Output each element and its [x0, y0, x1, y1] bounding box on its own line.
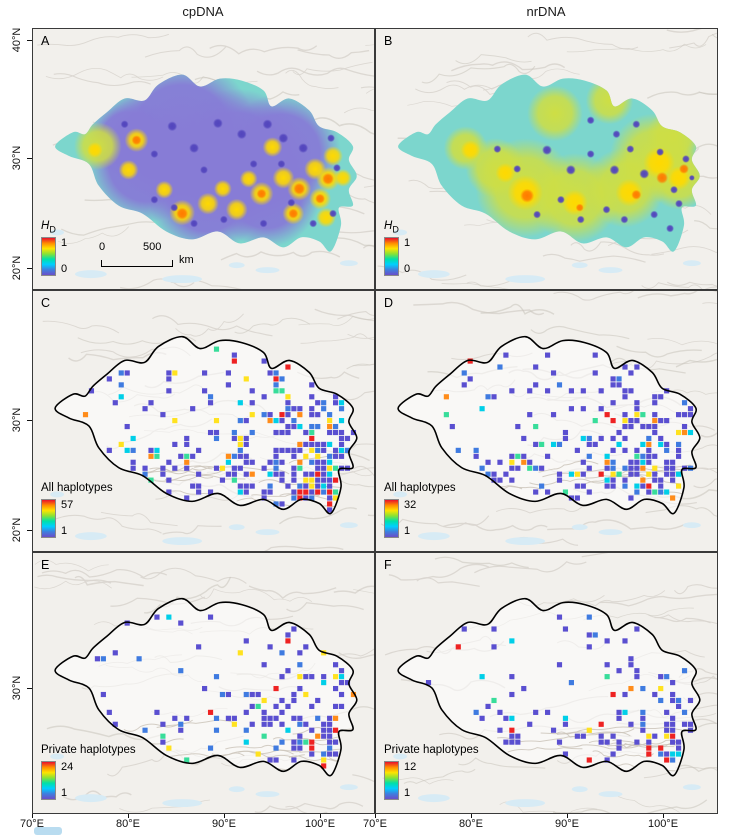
map-canvas	[33, 291, 374, 551]
y-axis-label: 30°N	[11, 407, 23, 433]
y-axis-tick	[27, 420, 32, 421]
x-axis-tick	[663, 814, 664, 818]
map-panel-c: C All haplotypes 57 1	[32, 290, 375, 552]
x-axis-tick	[128, 814, 129, 818]
x-axis-label: 80°E	[116, 818, 140, 830]
legend-title: HD	[41, 220, 67, 234]
legend-max-value: 32	[404, 499, 417, 511]
legend-colorbar	[384, 499, 399, 538]
legend-title: HD	[384, 220, 410, 234]
legend-title: All haplotypes	[384, 482, 456, 496]
y-axis-tick	[27, 530, 32, 531]
map-canvas	[376, 291, 717, 551]
legend: Private haplotypes 24 1	[41, 744, 136, 800]
panel-letter: D	[384, 296, 394, 310]
legend-colorbar	[384, 761, 399, 800]
legend-title-text: H	[384, 219, 393, 232]
legend: All haplotypes 32 1	[384, 482, 456, 538]
legend-max-value: 12	[404, 761, 417, 773]
legend-max-value: 1	[404, 237, 411, 249]
legend-title-text: All haplotypes	[41, 481, 113, 494]
scale-bar: 0 500 km	[99, 241, 229, 273]
legend: HD 1 0	[384, 220, 410, 276]
scale-bar-unit-label: km	[179, 254, 194, 266]
map-canvas	[33, 29, 374, 289]
scale-bar-distance-label: 500	[143, 241, 162, 253]
map-panel-f: F Private haplotypes 12 1	[375, 552, 718, 814]
x-axis-label: 100°E	[647, 818, 679, 830]
y-axis-label: 20°N	[11, 517, 23, 543]
column-title-cpdna: cpDNA	[182, 4, 224, 19]
y-axis-tick	[27, 268, 32, 269]
x-axis-label: 80°E	[459, 818, 483, 830]
y-axis-label: 30°N	[11, 675, 23, 701]
legend-colorbar	[384, 237, 399, 276]
legend-min-value: 0	[404, 263, 411, 275]
panel-letter: B	[384, 34, 393, 48]
panel-letter: A	[41, 34, 50, 48]
legend: HD 1 0	[41, 220, 67, 276]
scale-bar-zero-label: 0	[99, 241, 106, 253]
map-panel-d: D All haplotypes 32 1	[375, 290, 718, 552]
legend-max-value: 57	[61, 499, 74, 511]
x-axis-tick	[567, 814, 568, 818]
x-axis-label: 70°E	[20, 818, 44, 830]
legend-min-value: 1	[61, 787, 68, 799]
legend-min-value: 1	[404, 787, 411, 799]
legend-max-value: 24	[61, 761, 74, 773]
legend: All haplotypes 57 1	[41, 482, 113, 538]
y-axis-tick	[27, 158, 32, 159]
lake-fragment	[34, 827, 62, 835]
map-canvas	[33, 553, 374, 813]
y-axis-tick	[27, 40, 32, 41]
y-axis-tick	[27, 688, 32, 689]
map-panel-a: A HD 1 0 0 500 km	[32, 28, 375, 290]
legend-colorbar	[41, 761, 56, 800]
column-title-nrdna: nrDNA	[526, 4, 566, 19]
x-axis-label: 100°E	[304, 818, 336, 830]
y-axis-label: 40°N	[11, 27, 23, 53]
x-axis-label: 70°E	[363, 818, 387, 830]
map-panel-b: B HD 1 0	[375, 28, 718, 290]
legend-title-text: Private haplotypes	[384, 743, 479, 756]
scale-bar-line	[101, 260, 173, 267]
x-axis-tick	[375, 814, 376, 818]
x-axis-tick	[471, 814, 472, 818]
legend-title-subscript: D	[392, 224, 399, 234]
legend-title: Private haplotypes	[41, 744, 136, 758]
x-axis-label: 90°E	[555, 818, 579, 830]
map-canvas	[376, 29, 717, 289]
legend-title-text: Private haplotypes	[41, 743, 136, 756]
legend-min-value: 1	[61, 525, 68, 537]
legend-min-value: 1	[404, 525, 411, 537]
panel-letter: E	[41, 558, 50, 572]
x-axis-tick	[320, 814, 321, 818]
legend-max-value: 1	[61, 237, 68, 249]
legend-colorbar	[41, 237, 56, 276]
legend-min-value: 0	[61, 263, 68, 275]
panel-letter: C	[41, 296, 51, 310]
legend: Private haplotypes 12 1	[384, 744, 479, 800]
legend-colorbar	[41, 499, 56, 538]
x-axis-tick	[32, 814, 33, 818]
map-panel-e: E Private haplotypes 24 1	[32, 552, 375, 814]
y-axis-label: 30°N	[11, 145, 23, 171]
x-axis-label: 90°E	[212, 818, 236, 830]
legend-title-text: H	[41, 219, 50, 232]
y-axis-label: 20°N	[11, 255, 23, 281]
legend-title: All haplotypes	[41, 482, 113, 496]
panel-letter: F	[384, 558, 392, 572]
x-axis-tick	[224, 814, 225, 818]
legend-title: Private haplotypes	[384, 744, 479, 758]
legend-title-subscript: D	[49, 224, 56, 234]
map-canvas	[376, 553, 717, 813]
legend-title-text: All haplotypes	[384, 481, 456, 494]
